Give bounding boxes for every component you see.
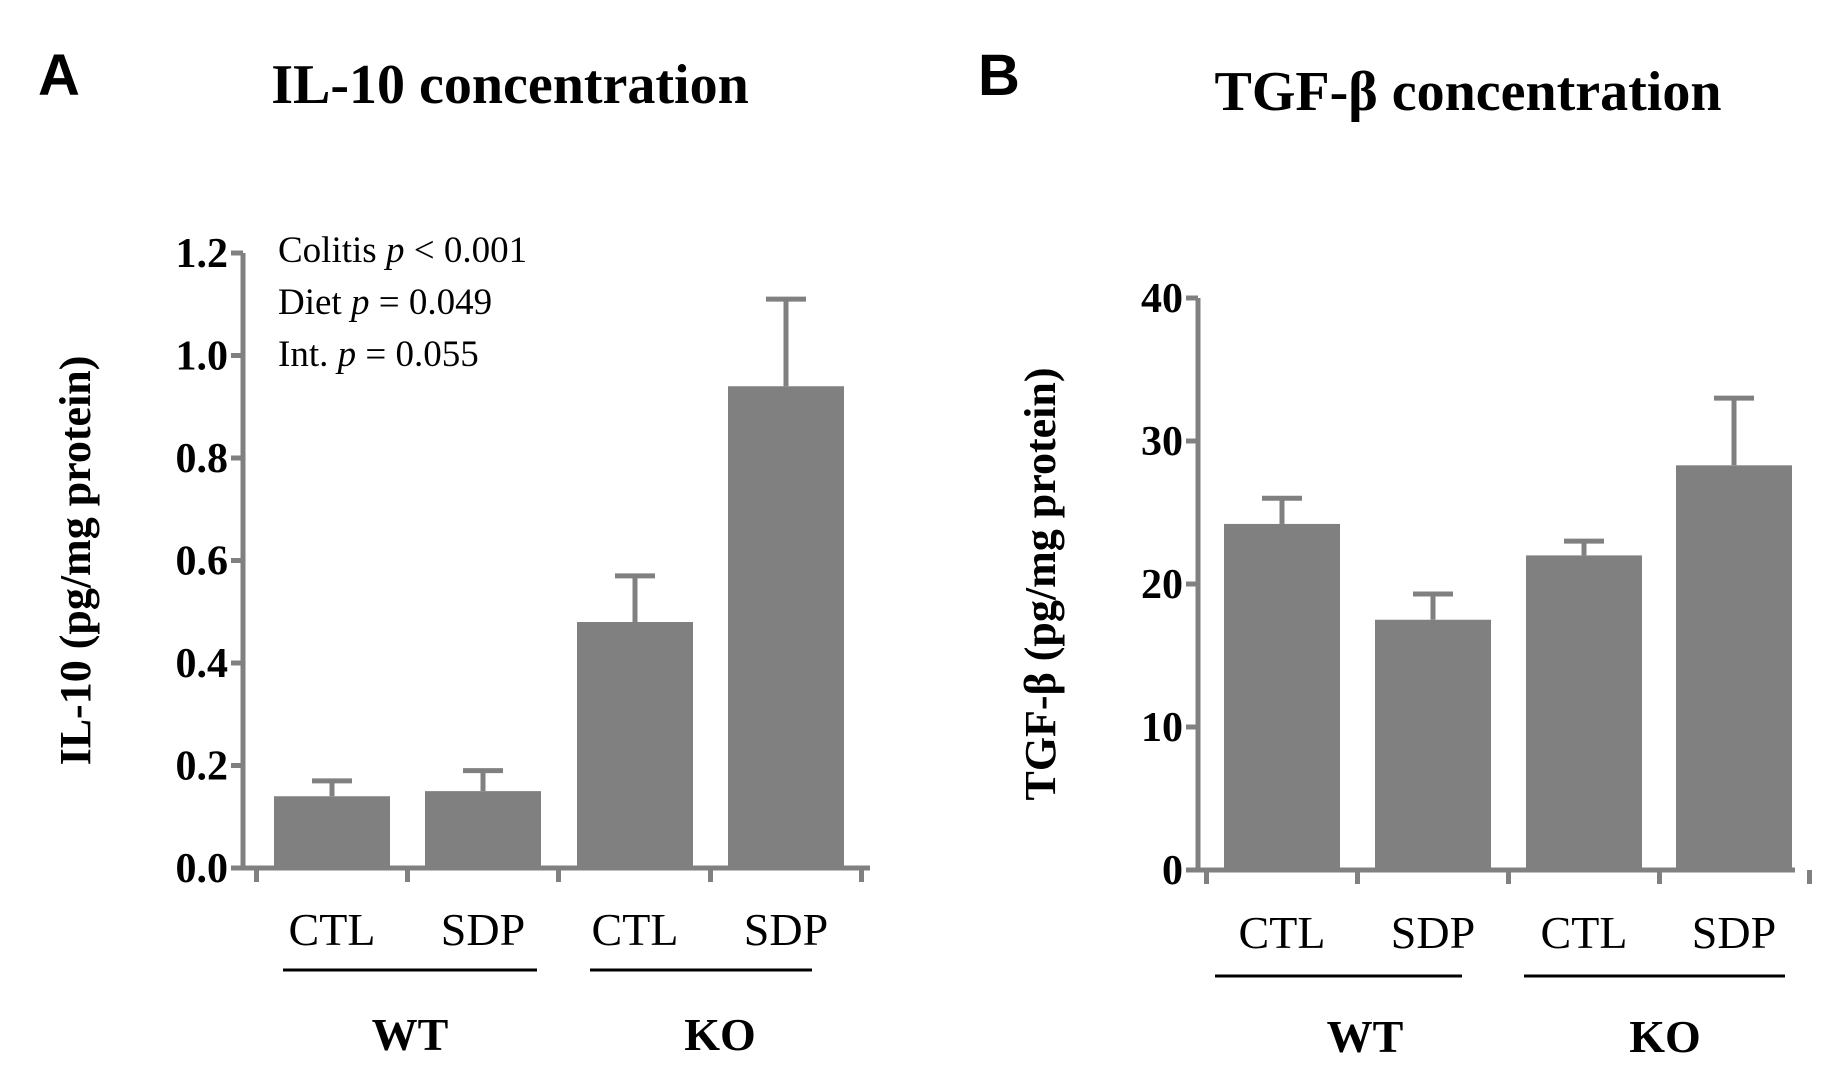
y-axis-label: IL-10 (pg/mg protein) xyxy=(51,356,100,766)
bar-wt-ctl xyxy=(1224,523,1340,870)
panel-label: A xyxy=(38,43,80,108)
bar-wt-sdp xyxy=(425,791,541,868)
y-tick-label: 0.0 xyxy=(176,846,229,892)
y-tick-label: 0.6 xyxy=(176,539,229,585)
stats-annotation-value: < 0.001 xyxy=(404,230,527,271)
panel-a: A IL-10 concentration IL-10 (pg/mg protein… xyxy=(38,43,870,1060)
bar-ko-sdp xyxy=(1676,465,1792,870)
y-tick-label: 0.2 xyxy=(176,744,229,790)
y-tick-label: 40 xyxy=(1141,276,1183,322)
category-label: SDP xyxy=(744,904,828,955)
y-tick-label: 0.8 xyxy=(176,436,229,482)
stats-annotation-p: p xyxy=(383,230,405,271)
stats-annotation-p: p xyxy=(348,282,370,323)
category-label: SDP xyxy=(1391,907,1475,958)
stats-annotation: Colitis p < 0.001 xyxy=(278,230,527,271)
y-tick-label: 0 xyxy=(1162,848,1183,894)
y-axis-label: TGF-β (pg/mg protein) xyxy=(1016,367,1065,800)
category-label: SDP xyxy=(441,904,525,955)
bar-wt-sdp xyxy=(1375,619,1491,870)
chart-title: IL-10 concentration xyxy=(271,54,749,116)
panel-b: B TGF-β concentration TGF-β (pg/mg protein… xyxy=(978,43,1812,1062)
stats-annotation-p: p xyxy=(335,334,357,375)
y-tick-label: 20 xyxy=(1141,562,1183,608)
bar-ko-ctl xyxy=(1526,555,1642,870)
category-label: CTL xyxy=(592,904,679,955)
stats-annotation-term: Colitis xyxy=(278,230,386,271)
y-tick-label: 0.4 xyxy=(176,641,229,687)
group-label-wt: WT xyxy=(372,1009,449,1060)
group-label-ko: KO xyxy=(1629,1011,1701,1062)
stats-annotation: Int. p = 0.055 xyxy=(278,334,479,375)
bar-ko-ctl xyxy=(577,622,693,868)
category-label: CTL xyxy=(1239,907,1326,958)
stats-annotation-value: = 0.055 xyxy=(356,334,479,375)
bar-wt-ctl xyxy=(274,796,390,868)
y-tick-label: 1.2 xyxy=(176,231,229,277)
bar-ko-sdp xyxy=(728,386,844,868)
y-tick-label: 1.0 xyxy=(176,334,229,380)
panel-label: B xyxy=(978,43,1020,108)
stats-annotation-term: Diet xyxy=(278,282,351,323)
stats-annotation-value: = 0.049 xyxy=(369,282,492,323)
group-label-ko: KO xyxy=(684,1009,756,1060)
stats-annotation: Diet p = 0.049 xyxy=(278,282,492,323)
category-label: CTL xyxy=(289,904,376,955)
group-label-wt: WT xyxy=(1327,1011,1404,1062)
chart-title: TGF-β concentration xyxy=(1215,61,1722,123)
stats-annotation-term: Int. xyxy=(278,334,338,375)
y-tick-label: 30 xyxy=(1141,419,1183,465)
y-tick-label: 10 xyxy=(1141,705,1183,751)
category-label: CTL xyxy=(1541,907,1628,958)
category-label: SDP xyxy=(1692,907,1776,958)
